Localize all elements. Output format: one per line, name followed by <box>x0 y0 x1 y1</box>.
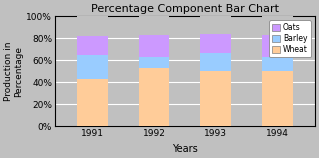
Bar <box>77 79 108 127</box>
Bar <box>200 16 231 34</box>
Bar <box>262 71 293 127</box>
Bar <box>77 55 108 79</box>
X-axis label: Years: Years <box>172 144 198 154</box>
Bar <box>77 16 108 36</box>
Bar <box>200 53 231 71</box>
Bar <box>138 68 169 127</box>
Bar <box>262 57 293 71</box>
Title: Percentage Component Bar Chart: Percentage Component Bar Chart <box>91 4 279 14</box>
Bar <box>200 34 231 53</box>
Legend: Oats, Barley, Wheat: Oats, Barley, Wheat <box>269 20 311 57</box>
Bar <box>138 57 169 68</box>
Bar <box>200 71 231 127</box>
Y-axis label: Production in
Percentage: Production in Percentage <box>4 42 24 101</box>
Bar <box>77 36 108 55</box>
Bar <box>138 35 169 57</box>
Bar <box>262 16 293 35</box>
Bar <box>138 16 169 35</box>
Bar <box>262 35 293 57</box>
